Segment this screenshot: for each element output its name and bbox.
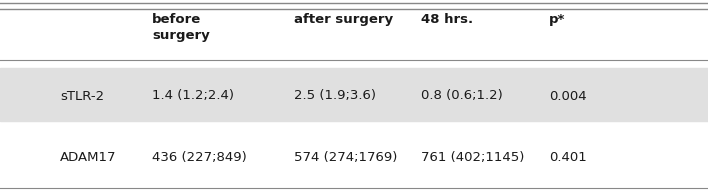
Text: 574 (274;1769): 574 (274;1769) [294,151,397,164]
Bar [0,68,708,121]
Text: 436 (227;849): 436 (227;849) [152,151,247,164]
Text: sTLR-2: sTLR-2 [60,89,104,103]
Text: ADAM17: ADAM17 [60,151,117,164]
Text: 0.8 (0.6;1.2): 0.8 (0.6;1.2) [421,89,503,103]
Text: 48 hrs.: 48 hrs. [421,13,474,26]
Text: 2.5 (1.9;3.6): 2.5 (1.9;3.6) [294,89,376,103]
Text: before
surgery: before surgery [152,13,210,42]
Text: 0.004: 0.004 [549,89,586,103]
Text: 0.401: 0.401 [549,151,586,164]
Text: p*: p* [549,13,565,26]
Text: after surgery: after surgery [294,13,393,26]
Text: 761 (402;1145): 761 (402;1145) [421,151,525,164]
Text: 1.4 (1.2;2.4): 1.4 (1.2;2.4) [152,89,234,103]
